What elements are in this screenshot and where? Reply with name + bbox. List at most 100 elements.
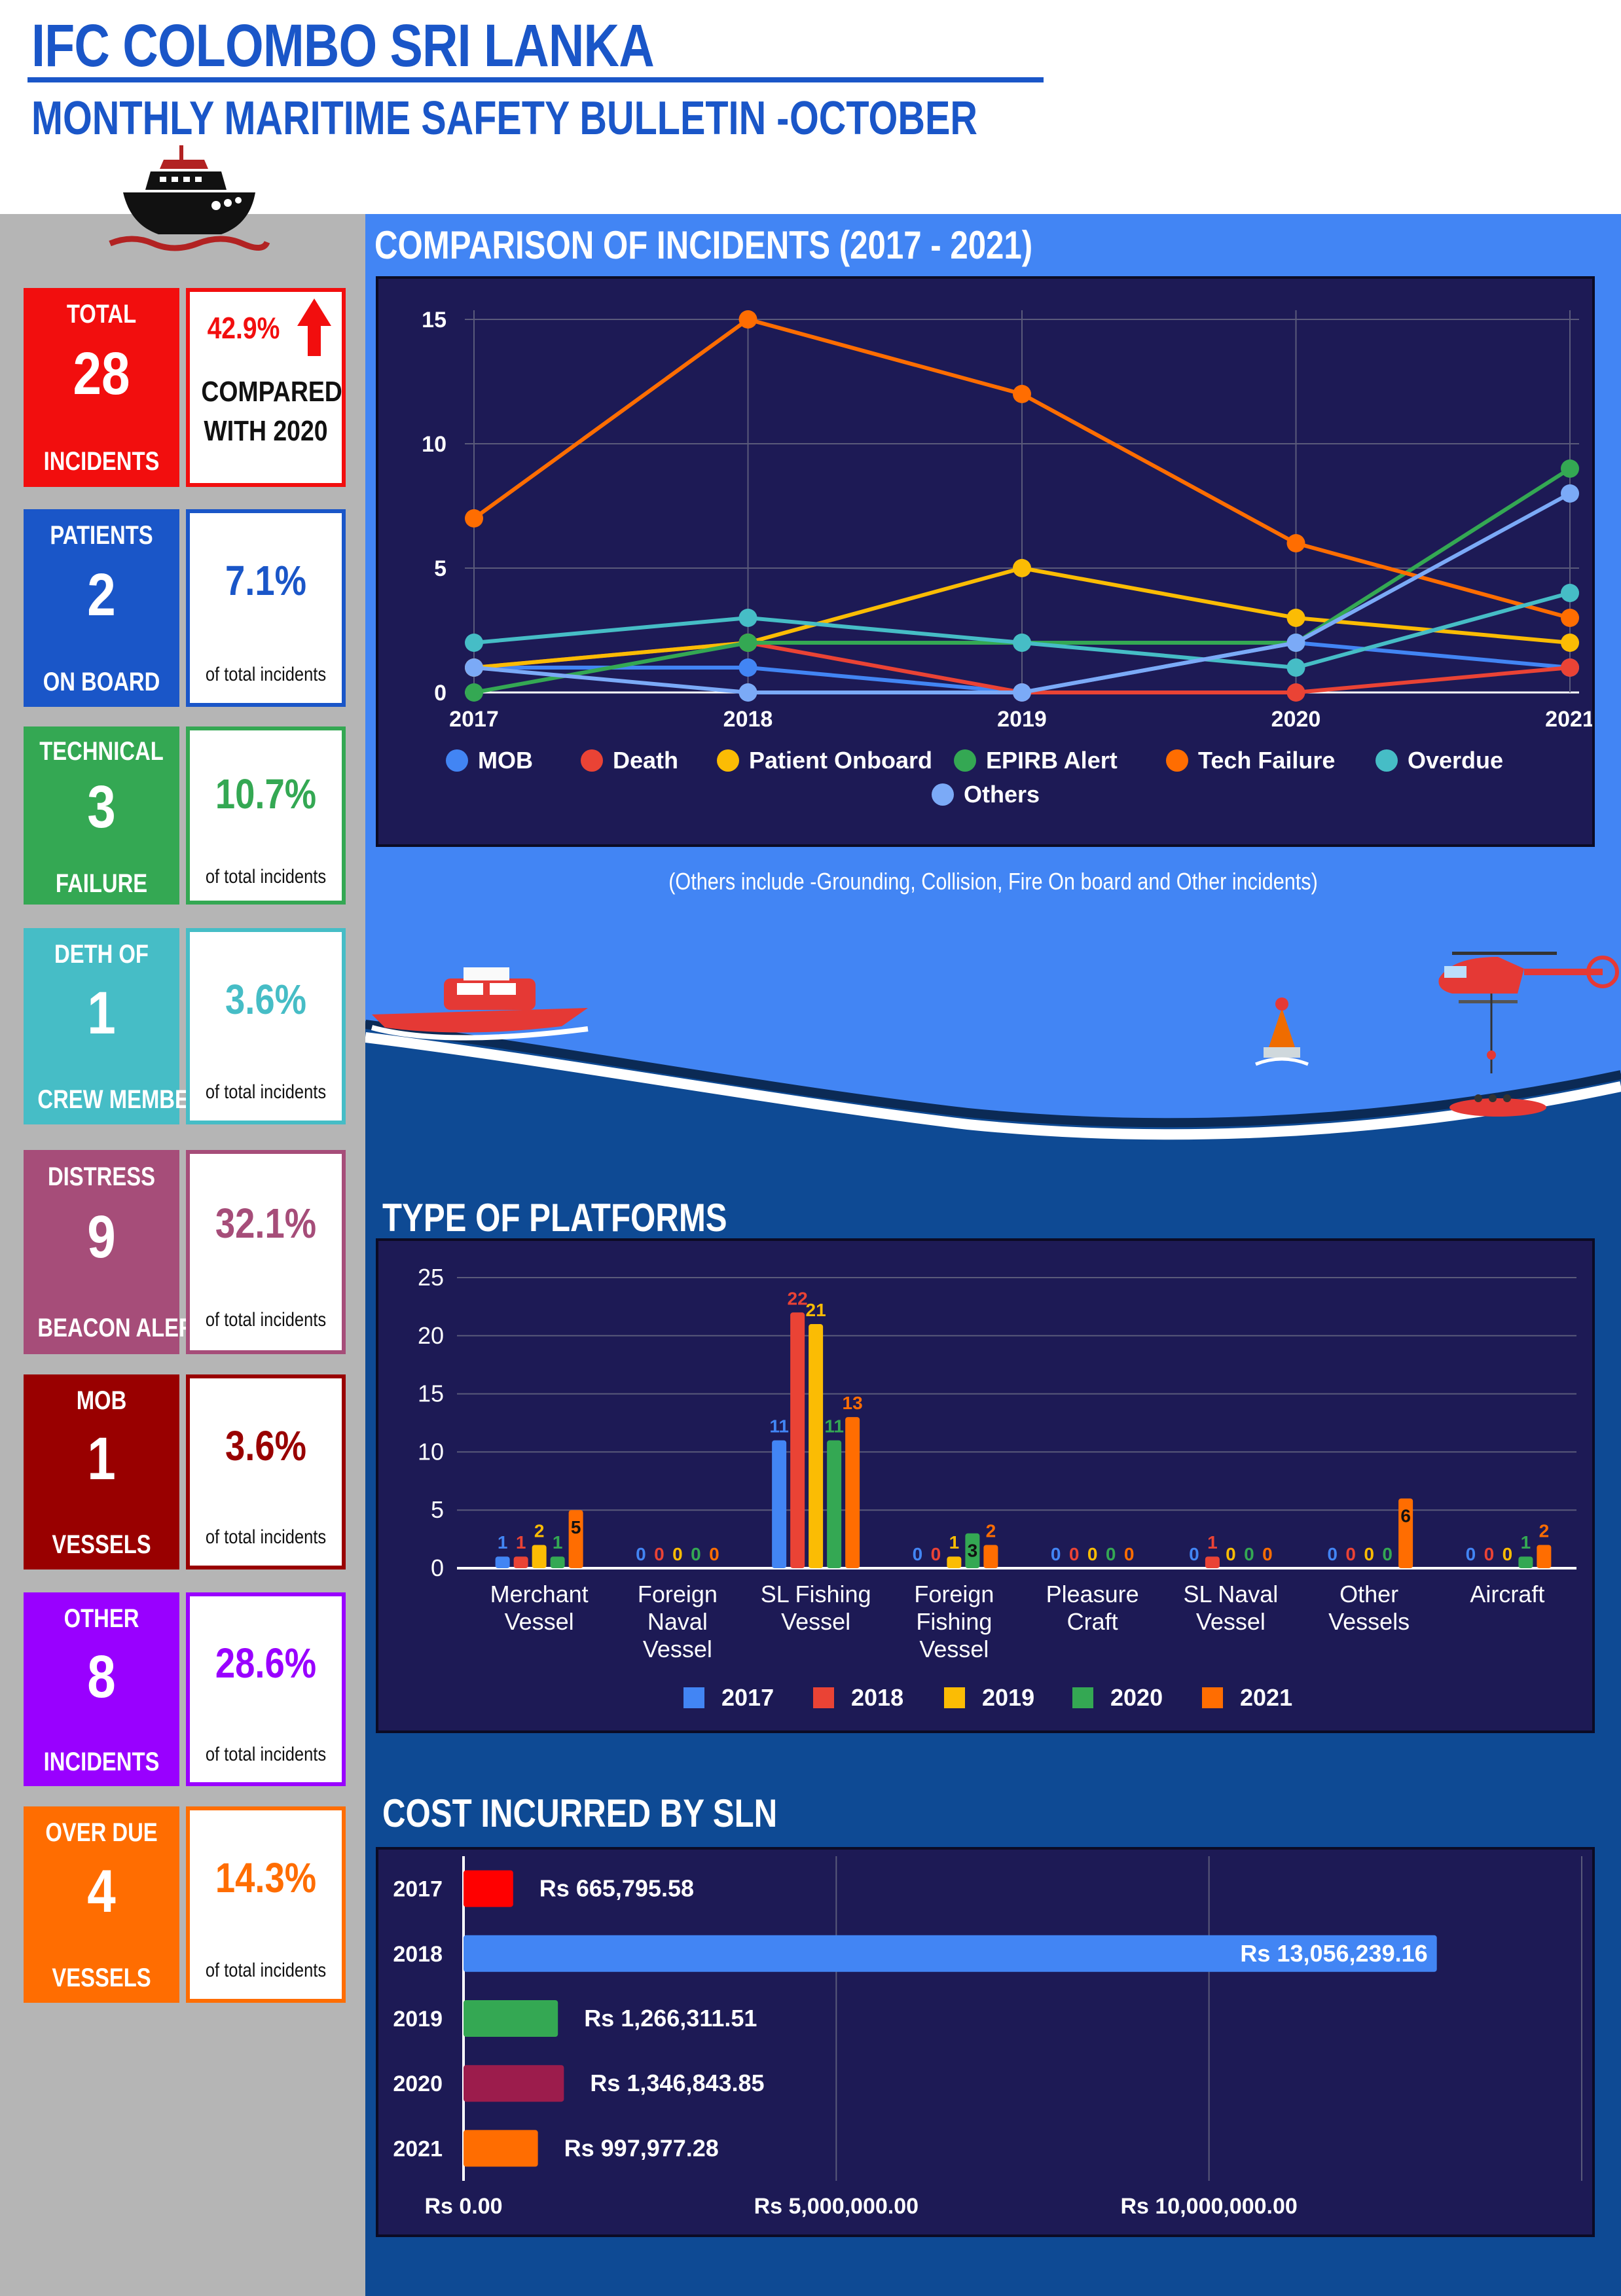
data-label: 0 [1262, 1544, 1273, 1564]
bar [790, 1312, 805, 1568]
stat-label-top: MOB [76, 1386, 127, 1415]
y-tick-label: 25 [418, 1264, 444, 1291]
cost-horizontal-bar-chart: Rs 0.00 Rs 5,000,000.00 Rs 10,000,000.00 20… [393, 1856, 1582, 2219]
legend-label: 2021 [1240, 1684, 1292, 1711]
data-label: 1 [1521, 1532, 1531, 1552]
data-point [1286, 609, 1305, 627]
x-tick-label: Pleasure [1046, 1581, 1139, 1607]
bar [845, 1417, 860, 1568]
data-point [738, 310, 757, 329]
data-point [1561, 459, 1579, 478]
stat-value: 28 [73, 340, 130, 408]
data-label: 3 [968, 1541, 978, 1561]
data-point [1561, 634, 1579, 652]
data-point [465, 634, 483, 652]
data-point [1561, 609, 1579, 627]
data-label: 0 [636, 1544, 646, 1564]
incidents-line-chart: 0 5 10 15 2017 2018 2019 2020 2021 MOB Death Patien… [422, 308, 1595, 808]
data-label: 0 [913, 1544, 923, 1564]
incidents-chart-title: COMPARISON OF INCIDENTS (2017 - 2021) [374, 223, 1033, 267]
data-point [1286, 634, 1305, 652]
legend-label: Overdue [1408, 747, 1503, 774]
header: IFC COLOMBO SRI LANKA MONTHLY MARITIME S… [0, 0, 1621, 214]
stat-value: 4 [87, 1858, 116, 1925]
stat-note: of total incidents [205, 663, 327, 685]
bar [983, 1545, 998, 1568]
bar [550, 1556, 565, 1568]
stat-total-card: TOTAL 28 INCIDENTS [24, 288, 179, 487]
stat-percent: 10.7% [215, 770, 317, 817]
data-point [1286, 658, 1305, 677]
bar [464, 2000, 558, 2037]
cost-chart-title: COST INCURRED BY SLN [382, 1791, 778, 1835]
stat-distress-card: DISTRESS 9 BEACON ALERT [24, 1150, 208, 1354]
bar [1205, 1556, 1220, 1568]
x-tick-label: 2017 [449, 707, 499, 732]
stat-value: 1 [87, 1426, 116, 1493]
legend-marker [717, 749, 739, 772]
stat-percent: 14.3% [215, 1854, 317, 1901]
bar [965, 1533, 980, 1568]
x-tick-label: SL Fishing [761, 1581, 871, 1607]
stat-value: 9 [87, 1204, 116, 1271]
stat-note-line-2: WITH 2020 [204, 415, 328, 448]
data-point [1561, 658, 1579, 677]
cost-chart-frame: Rs 0.00 Rs 5,000,000.00 Rs 10,000,000.00 20… [376, 1847, 1595, 2237]
legend-marker [1166, 749, 1188, 772]
y-tick-label: 2019 [393, 2007, 443, 2032]
x-tick-label: 2021 [1545, 707, 1592, 732]
stat-mob-card: MOB 1 VESSELS [24, 1374, 179, 1570]
bar [1398, 1498, 1413, 1568]
y-tick-label: 2021 [393, 2136, 443, 2161]
data-point [738, 609, 757, 627]
legend-label: 2018 [851, 1684, 903, 1711]
x-tick-label: 2019 [997, 707, 1047, 732]
data-label: Rs 1,346,843.85 [590, 2070, 764, 2096]
data-point [1561, 484, 1579, 503]
data-label: 0 [1087, 1544, 1098, 1564]
legend-label: Patient Onboard [749, 747, 932, 774]
data-point [1286, 683, 1305, 702]
data-label: Rs 997,977.28 [564, 2134, 719, 2161]
legend-marker [1072, 1687, 1093, 1708]
page-title: IFC COLOMBO SRI LANKA [31, 12, 655, 79]
trend-up-arrow-icon [297, 298, 331, 356]
legend-label: 2017 [721, 1684, 774, 1711]
data-point [465, 658, 483, 677]
stat-note: of total incidents [205, 1309, 327, 1331]
legend-marker [1375, 749, 1398, 772]
stat-label-bottom: CREW MEMBER [37, 1085, 205, 1114]
legend-marker [1202, 1687, 1223, 1708]
data-label: 1 [553, 1532, 563, 1552]
legend-marker [581, 749, 603, 772]
bar [772, 1440, 787, 1568]
bar [532, 1545, 547, 1568]
x-tick-label: Naval [647, 1608, 708, 1635]
sea-rescue-illustration [365, 952, 1621, 1217]
data-label: Rs 13,056,239.16 [1240, 1940, 1427, 1967]
legend-label: 2019 [982, 1684, 1034, 1711]
x-tick-label: Rs 10,000,000.00 [1120, 2194, 1297, 2219]
x-tick-label: Vessel [781, 1608, 850, 1635]
stat-percent: 3.6% [225, 1422, 306, 1469]
stat-patients-card: PATIENTS 2 ON BOARD [24, 509, 179, 707]
y-tick-label: 10 [418, 1438, 444, 1465]
data-point [1286, 534, 1305, 552]
data-label: 0 [1484, 1544, 1495, 1564]
stat-label-bottom: INCIDENTS [43, 447, 160, 476]
title-divider [27, 77, 1044, 82]
data-label: 13 [843, 1393, 863, 1413]
legend-label: Tech Failure [1198, 747, 1335, 774]
x-tick-label: Merchant [490, 1581, 589, 1607]
stat-value: 1 [87, 980, 116, 1047]
x-tick-label: Other [1339, 1581, 1398, 1607]
x-tick-label: Aircraft [1470, 1581, 1544, 1607]
legend-marker [446, 749, 468, 772]
stat-percent: 3.6% [225, 976, 306, 1023]
stat-patients-percent-card: 7.1% of total incidents [186, 509, 346, 707]
data-label: 2 [1539, 1520, 1550, 1541]
stat-value: 2 [87, 561, 116, 628]
stat-note-line-1: COMPARED [201, 375, 342, 408]
x-tick-label: Vessels [1328, 1608, 1410, 1635]
stat-value: 3 [87, 773, 116, 840]
